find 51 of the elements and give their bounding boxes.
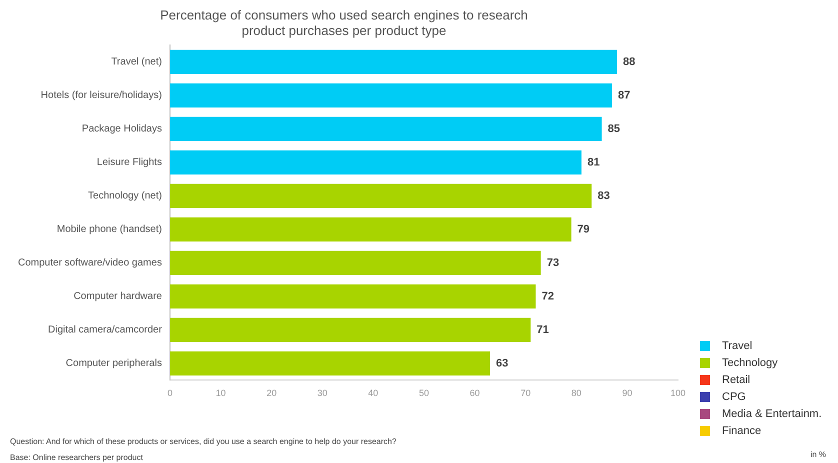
data-label: 63 (496, 357, 508, 370)
x-tick-label: 40 (368, 388, 378, 398)
bar (170, 351, 490, 376)
legend-label: Technology (722, 356, 778, 368)
legend-label: Media & Entertainm. (722, 408, 822, 420)
legend-label: Retail (722, 374, 750, 386)
bar (170, 250, 541, 276)
x-tick-label: 60 (470, 388, 480, 398)
bar (170, 50, 618, 74)
x-tick-label: 70 (520, 388, 531, 398)
y-tick-label: Mobile phone (handset) (56, 224, 162, 236)
y-tick-label: Computer peripherals (66, 358, 162, 370)
bar (170, 284, 536, 309)
bar (170, 116, 602, 142)
x-tick-label: 0 (167, 388, 172, 398)
legend-label: Travel (722, 340, 752, 352)
data-label: 85 (608, 122, 620, 135)
y-tick-label: Computer software/video games (18, 258, 162, 269)
chart-title: Percentage of consumers who used search engines to research product purchases per product type (160, 7, 528, 38)
y-tick-label: Digital camera/camcorder (48, 324, 163, 336)
y-tick-label: Computer hardware (74, 291, 162, 302)
y-tick-label: Package Holidays (82, 124, 162, 135)
bar (170, 217, 572, 242)
bar (170, 150, 582, 175)
x-tick-label: 100 (670, 388, 686, 398)
text: Base: Online researchers per product (10, 453, 143, 462)
data-label: 87 (618, 89, 630, 102)
data-label: 79 (577, 223, 590, 236)
x-tick-label: 30 (317, 388, 328, 398)
data-label: 73 (546, 256, 560, 269)
legend-label: CPG (722, 390, 746, 402)
y-tick-label: Travel (net) (111, 56, 162, 68)
data-label: 83 (598, 190, 610, 202)
bar (170, 184, 592, 208)
x-tick-label: 20 (266, 388, 277, 398)
x-tick-label: 10 (216, 388, 226, 398)
y-tick-label: Leisure Flights (96, 157, 162, 168)
y-tick-label: Technology (net) (88, 190, 162, 202)
text: in % (810, 450, 826, 459)
bar (170, 318, 531, 342)
x-tick-label: 90 (622, 388, 632, 398)
data-label: 72 (542, 290, 554, 302)
legend-label: Finance (722, 424, 762, 436)
data-label: 88 (623, 56, 636, 68)
data-label: 71 (536, 324, 549, 336)
data-label: 81 (587, 156, 600, 168)
y-tick-label: Hotels (for leisure/holidays) (40, 90, 162, 102)
text: Question: And for which of these products or services, did you use a search engine to help do your research? (10, 437, 396, 446)
x-tick-label: 80 (571, 388, 582, 398)
x-tick-label: 50 (418, 388, 429, 398)
bar (170, 83, 612, 108)
